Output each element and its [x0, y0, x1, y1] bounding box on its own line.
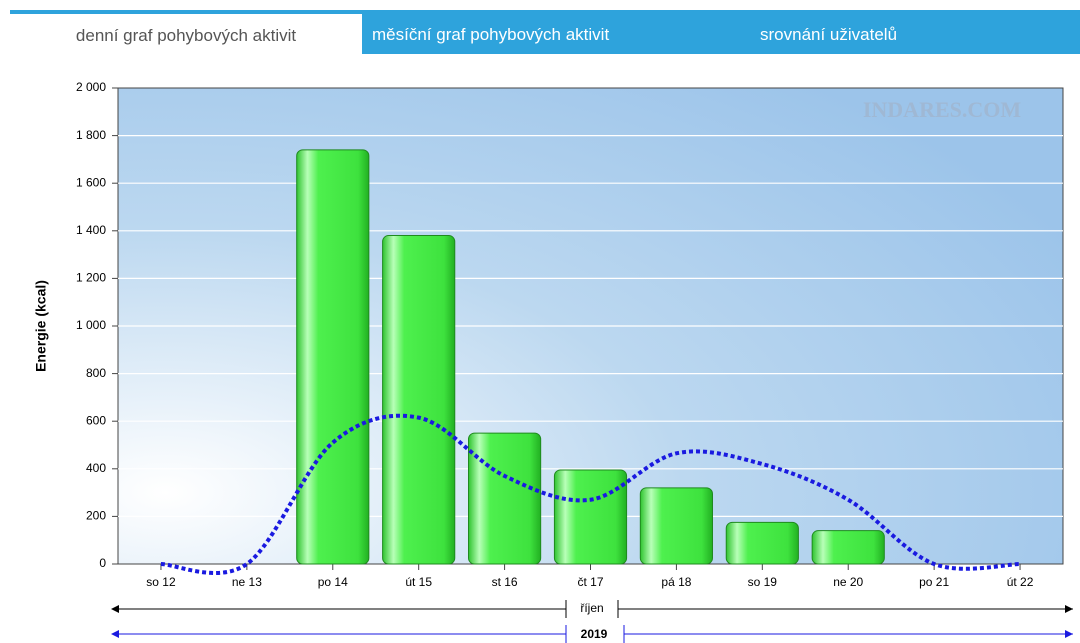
y-tick-label: 2 000 [76, 80, 106, 94]
bar [811, 530, 885, 565]
period-label: říjen [580, 601, 603, 615]
arrow-head [1065, 630, 1073, 638]
x-tick-label: čt 17 [577, 575, 603, 589]
bar [382, 235, 456, 565]
x-tick-label: so 12 [146, 575, 176, 589]
bar [639, 487, 713, 565]
y-tick-label: 1 000 [76, 318, 106, 332]
tab[interactable]: srovnání uživatelů [760, 25, 898, 44]
y-axis-label: Energie (kcal) [33, 280, 49, 372]
y-tick-label: 1 600 [76, 175, 106, 189]
y-tick-label: 1 200 [76, 271, 106, 285]
bar [553, 469, 628, 565]
watermark: INDARES.COM [863, 97, 1022, 122]
tab-bar: denní graf pohybových aktivit měsíční gr… [10, 10, 1080, 54]
x-tick-label: ne 20 [833, 575, 863, 589]
x-tick-label: po 21 [919, 575, 949, 589]
y-tick-label: 600 [86, 413, 106, 427]
y-tick-label: 1 800 [76, 128, 106, 142]
y-tick-label: 0 [99, 556, 106, 570]
line [160, 413, 1021, 575]
x-tick-label: so 19 [748, 575, 778, 589]
x-tick-label: po 14 [318, 575, 348, 589]
y-tick-label: 1 400 [76, 223, 106, 237]
x-tick-label: út 22 [1007, 575, 1034, 589]
x-tick-label: pá 18 [661, 575, 691, 589]
bar [296, 149, 370, 565]
bar [468, 432, 542, 565]
arrow-head [1065, 605, 1073, 613]
x-tick-label: st 16 [492, 575, 518, 589]
label-bg [566, 600, 618, 618]
y-tick-label: 200 [86, 509, 106, 523]
y-tick-label: 400 [86, 461, 106, 475]
label-bg [566, 625, 624, 643]
tab[interactable]: měsíční graf pohybových aktivit [372, 25, 610, 44]
period-label: 2019 [581, 627, 608, 641]
x-tick-label: út 15 [405, 575, 432, 589]
tab[interactable]: denní graf pohybových aktivit [10, 14, 362, 54]
x-tick-label: ne 13 [232, 575, 262, 589]
y-tick-label: 800 [86, 366, 106, 380]
bar [725, 521, 799, 565]
